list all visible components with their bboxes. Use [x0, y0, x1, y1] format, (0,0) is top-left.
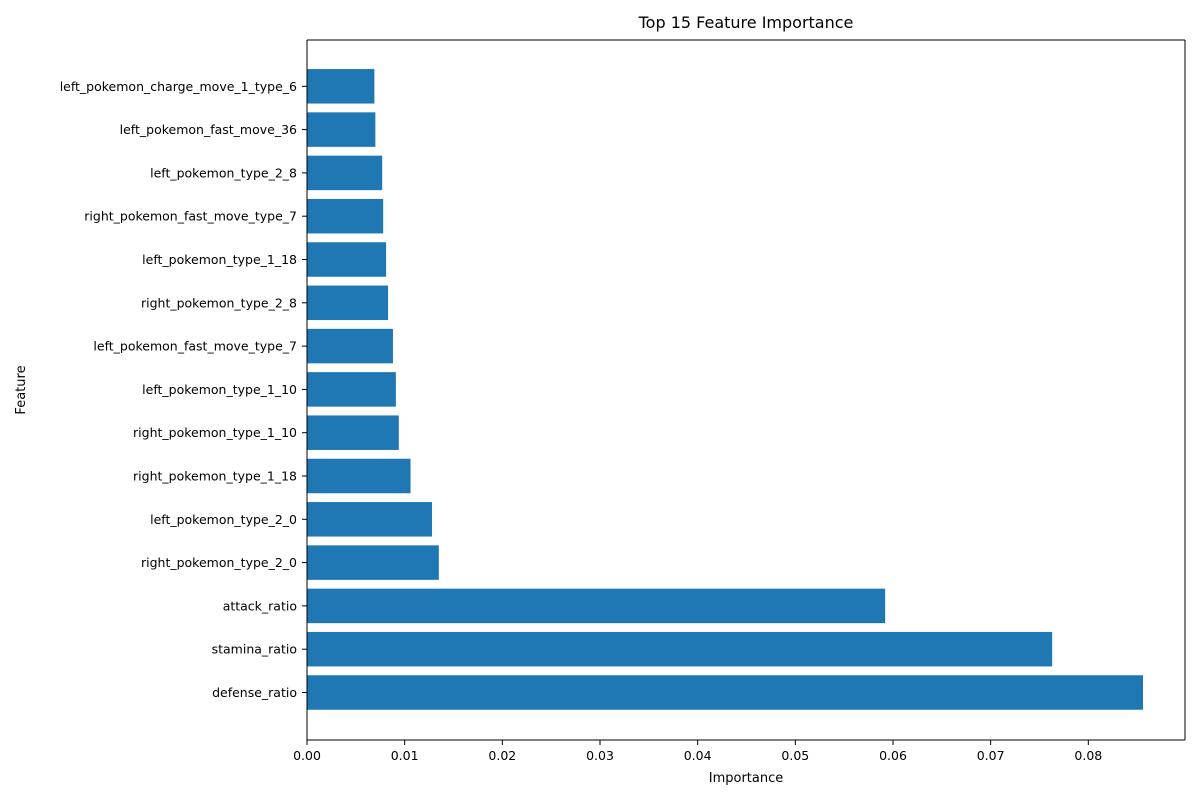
- y-tick-label: right_pokemon_type_1_18: [133, 469, 297, 484]
- bar-left_pokemon_fast_move_36: [307, 112, 376, 147]
- bar-attack_ratio: [307, 588, 886, 624]
- x-tick-label: 0.05: [781, 748, 809, 763]
- y-tick-label: right_pokemon_type_2_0: [141, 555, 297, 570]
- chart-title: Top 15 Feature Importance: [638, 13, 854, 32]
- y-tick-label: left_pokemon_fast_move_type_7: [93, 339, 297, 354]
- bar-right_pokemon_type_1_18: [307, 458, 411, 494]
- bar-stamina_ratio: [307, 631, 1053, 667]
- y-tick-label: stamina_ratio: [212, 642, 297, 657]
- y-tick-label: attack_ratio: [223, 598, 297, 613]
- x-tick-label: 0.00: [293, 748, 321, 763]
- bar-left_pokemon_type_1_18: [307, 242, 387, 277]
- bar-left_pokemon_type_2_0: [307, 502, 433, 537]
- x-tick-label: 0.04: [684, 748, 712, 763]
- y-tick-label: right_pokemon_fast_move_type_7: [84, 209, 297, 224]
- y-tick-label: left_pokemon_type_1_10: [142, 382, 297, 397]
- y-tick-label: left_pokemon_type_2_0: [150, 512, 297, 527]
- x-tick-label: 0.06: [879, 748, 907, 763]
- bar-right_pokemon_fast_move_type_7: [307, 198, 384, 234]
- y-tick-label: right_pokemon_type_2_8: [141, 295, 297, 310]
- y-axis-label: Feature: [14, 365, 29, 414]
- bar-right_pokemon_type_2_8: [307, 285, 389, 321]
- y-tick-label: right_pokemon_type_1_10: [133, 425, 297, 440]
- bar-defense_ratio: [307, 675, 1144, 710]
- y-tick-label: defense_ratio: [212, 685, 297, 700]
- y-tick-label: left_pokemon_type_2_8: [150, 165, 297, 180]
- y-tick-label: left_pokemon_charge_move_1_type_6: [60, 79, 297, 94]
- bar-left_pokemon_charge_move_1_type_6: [307, 69, 375, 104]
- x-tick-label: 0.02: [488, 748, 516, 763]
- bar-left_pokemon_type_1_10: [307, 372, 396, 407]
- x-tick-label: 0.03: [586, 748, 614, 763]
- bar-right_pokemon_type_2_0: [307, 545, 439, 580]
- y-tick-label: left_pokemon_fast_move_36: [120, 122, 297, 137]
- x-axis-label: Importance: [709, 771, 784, 786]
- y-tick-label: left_pokemon_type_1_18: [142, 252, 297, 267]
- bar-right_pokemon_type_1_10: [307, 415, 399, 450]
- bar-left_pokemon_fast_move_type_7: [307, 328, 393, 364]
- x-tick-label: 0.08: [1074, 748, 1102, 763]
- x-tick-label: 0.01: [391, 748, 419, 763]
- bar-left_pokemon_type_2_8: [307, 155, 383, 191]
- axes-layer: defense_ratio stamina_ratio attack_ratio ri…: [60, 39, 1186, 763]
- x-tick-label: 0.07: [977, 748, 1005, 763]
- bars-layer: [307, 69, 1144, 710]
